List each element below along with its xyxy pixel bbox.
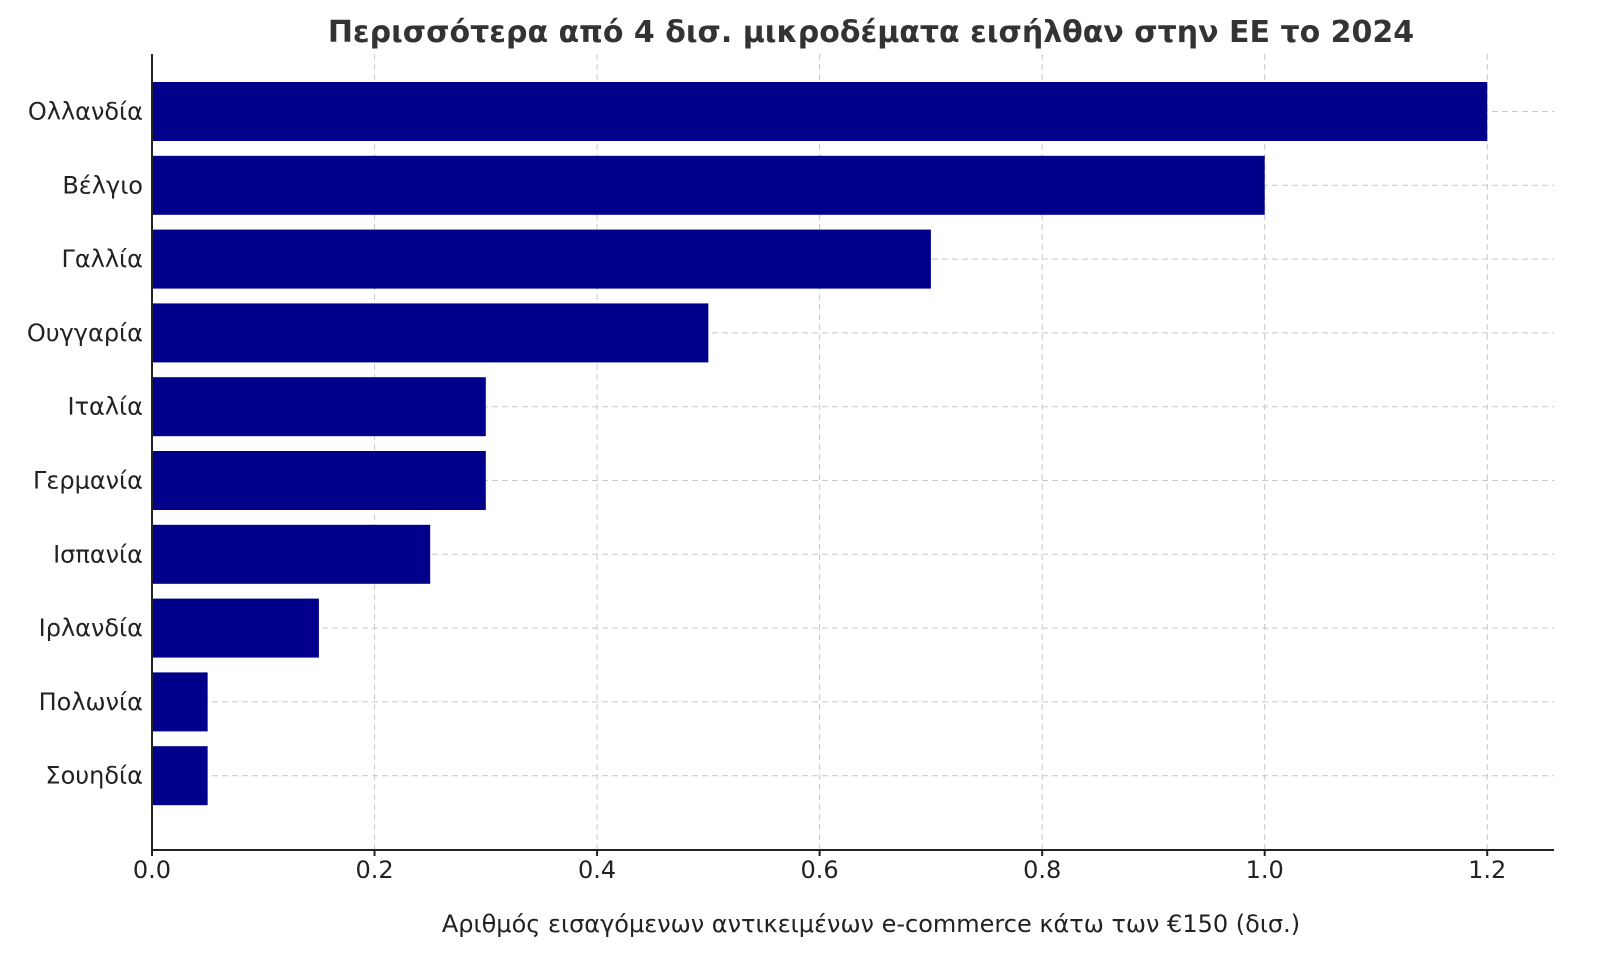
axes	[151, 54, 1554, 851]
bars	[152, 82, 1488, 806]
bar	[152, 82, 1488, 141]
x-tick-label: 0.2	[355, 856, 393, 884]
y-tick-label: Σουηδία	[45, 762, 143, 790]
x-axis-label: Αριθμός εισαγόμενων αντικειμένων e-comme…	[442, 910, 1300, 938]
bar	[152, 451, 486, 510]
bar	[152, 672, 208, 732]
bar	[152, 303, 709, 363]
x-tick-label: 0.8	[1023, 856, 1061, 884]
bar	[152, 598, 319, 658]
bar	[152, 524, 431, 584]
y-tick-label: Ουγγαρία	[27, 319, 143, 347]
y-tick-label: Βέλγιο	[62, 171, 143, 199]
x-tick-labels: 0.0 0.2 0.4 0.6 0.8 1.0 1.2	[133, 850, 1506, 884]
bar	[152, 155, 1265, 215]
bar	[152, 746, 208, 806]
y-tick-label: Ιρλανδία	[39, 614, 143, 642]
y-tick-label: Γερμανία	[33, 467, 143, 495]
x-tick-label: 1.2	[1468, 856, 1506, 884]
y-tick-label: Ισπανία	[53, 540, 143, 568]
x-tick-label: 1.0	[1246, 856, 1284, 884]
x-tick-label: 0.4	[578, 856, 616, 884]
y-tick-label: Πολωνία	[39, 688, 143, 716]
bar	[152, 229, 931, 289]
y-tick-labels: Ολλανδία Βέλγιο Γαλλία Ουγγαρία Ιταλία Γερμαν…	[27, 98, 143, 790]
y-tick-label: Γαλλία	[61, 245, 143, 273]
y-tick-label: Ιταλία	[68, 393, 144, 421]
x-tick-label: 0.0	[133, 856, 171, 884]
y-tick-label: Ολλανδία	[28, 98, 143, 126]
x-tick-label: 0.6	[801, 856, 839, 884]
bar	[152, 377, 486, 437]
chart-title: Περισσότερα από 4 δισ. μικροδέματα εισήλ…	[328, 15, 1414, 50]
